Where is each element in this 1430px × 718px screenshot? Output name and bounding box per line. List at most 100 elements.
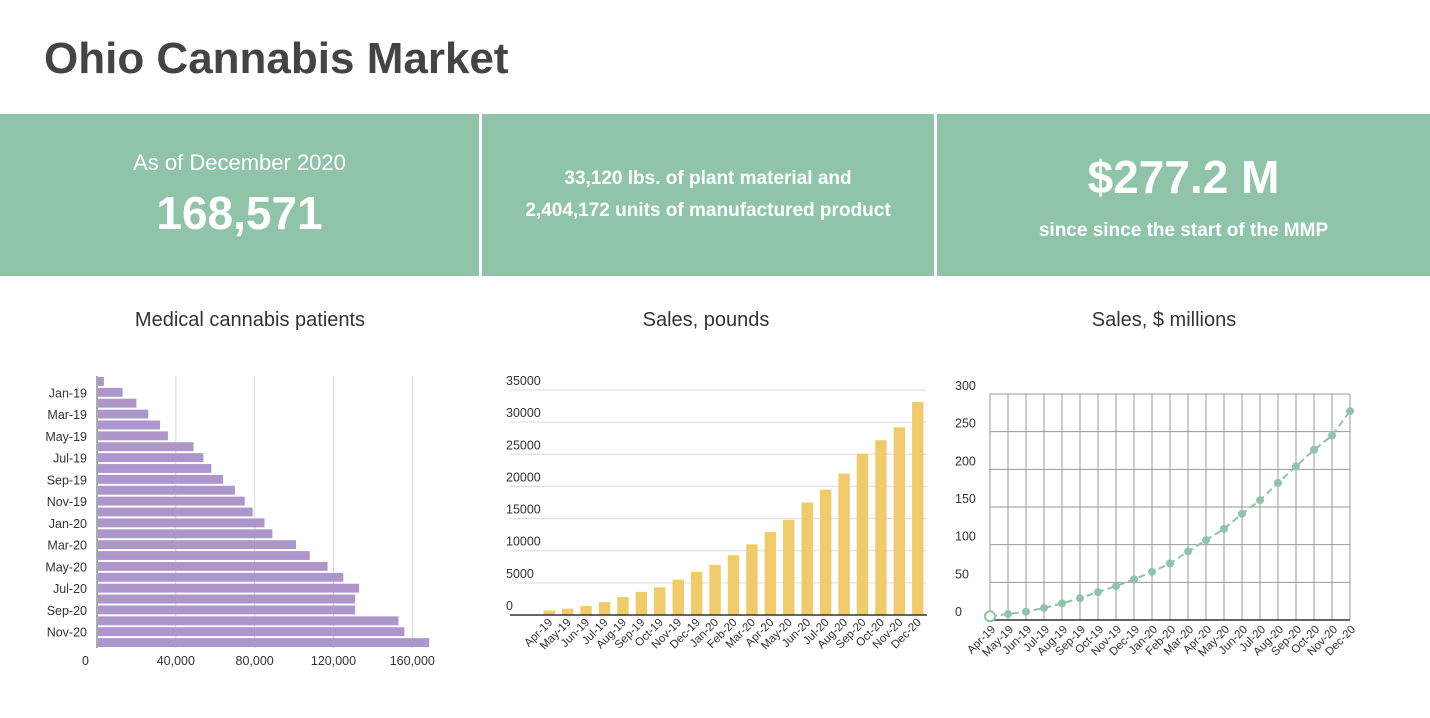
sales-point <box>1166 559 1174 568</box>
pounds-bar <box>801 502 813 615</box>
y-tick-label: 100 <box>955 530 976 544</box>
patients-bar <box>98 442 194 452</box>
patients-bar <box>98 464 212 473</box>
patients-bar <box>98 605 356 615</box>
patients-bar <box>98 485 235 495</box>
y-tick-label: 20000 <box>506 470 541 484</box>
patients-bar <box>98 507 253 517</box>
y-tick-label: 30000 <box>506 406 541 420</box>
y-tick-label: Nov-19 <box>47 495 87 509</box>
sales-point <box>1076 594 1084 603</box>
pounds-bar <box>543 610 555 615</box>
patients-date: As of December 2020 <box>133 150 346 175</box>
pounds-bar <box>838 473 850 615</box>
sales-point <box>1148 567 1156 576</box>
sales-point <box>1184 547 1192 556</box>
patients-bar <box>98 518 265 528</box>
y-tick-label: 150 <box>955 492 976 506</box>
y-tick-label: 5000 <box>506 567 534 581</box>
y-tick-label: Jul-20 <box>53 582 87 596</box>
patients-bar <box>98 398 137 408</box>
patients-bar <box>98 387 123 397</box>
y-tick-label: 25000 <box>506 438 541 452</box>
sales-point <box>1292 462 1300 471</box>
sales-point <box>1094 588 1102 597</box>
pounds-bar <box>561 608 574 615</box>
pounds-bar-chart: 05000100001500020000250003000035000Apr-1… <box>506 374 927 652</box>
patients-bar-chart: 0 40,000 80,000 120,000 160,000 Jan-19 Mar-19 M… <box>45 376 435 668</box>
patients-bar <box>98 496 245 506</box>
y-tick-label: 300 <box>955 379 976 393</box>
sales-point <box>1346 407 1354 416</box>
pounds-bar <box>783 519 795 615</box>
x-tick-label: 40,000 <box>157 654 195 668</box>
pounds-chart-title: Sales, pounds <box>642 309 770 331</box>
patients-stat-panel: As of December 2020 168,571 <box>0 114 479 276</box>
pounds-bar <box>893 427 906 615</box>
sales-point <box>1238 509 1246 518</box>
y-tick-label: 0 <box>955 605 962 619</box>
patients-bar <box>98 420 161 430</box>
patients-bar <box>98 540 297 550</box>
sales-point <box>1112 582 1120 591</box>
y-tick-label: 15000 <box>506 503 541 517</box>
y-tick-label: 250 <box>955 417 976 431</box>
product-line-2: 2,404,172 units of manufactured product <box>525 200 891 221</box>
y-tick-label: May-19 <box>45 430 87 444</box>
patients-bar <box>98 409 149 419</box>
y-tick-label: Mar-20 <box>47 539 87 553</box>
y-tick-label: 35000 <box>506 374 541 388</box>
y-tick-label: 200 <box>955 454 976 468</box>
sales-point <box>1202 536 1210 545</box>
sales-point <box>1040 603 1048 612</box>
pounds-bar <box>617 597 629 615</box>
pounds-bar <box>819 489 832 615</box>
patients-bar <box>98 594 356 604</box>
pounds-bar <box>709 564 721 615</box>
pounds-bar <box>875 440 887 615</box>
y-tick-label: Jan-19 <box>49 386 87 400</box>
pounds-bar <box>912 402 924 615</box>
sales-point <box>1274 478 1282 487</box>
x-tick-label: 0 <box>82 654 89 668</box>
patients-bar <box>98 529 273 539</box>
sales-point <box>1058 599 1066 608</box>
dollars-chart-title: Sales, $ millions <box>1091 309 1237 331</box>
sales-value: $277.2 M <box>1087 151 1280 203</box>
sales-point <box>1220 524 1228 533</box>
sales-point <box>1328 431 1336 440</box>
sales-point <box>1022 607 1030 616</box>
y-tick-label: Jan-20 <box>49 517 87 531</box>
pounds-bar <box>856 453 869 615</box>
patients-bar <box>98 377 104 386</box>
stats-band: As of December 2020 168,571 33,120 lbs. … <box>0 114 1430 276</box>
patients-value: 168,571 <box>156 187 323 239</box>
y-tick-label: 10000 <box>506 535 541 549</box>
x-tick-label: 120,000 <box>311 654 356 668</box>
patients-chart-title: Medical cannabis patients <box>134 309 366 331</box>
pounds-bar <box>764 532 777 615</box>
pounds-bar <box>746 544 758 615</box>
y-tick-label: Sep-20 <box>47 604 87 618</box>
pounds-bar <box>635 591 648 615</box>
patients-bar <box>98 551 310 560</box>
page-title: Ohio Cannabis Market <box>44 34 509 83</box>
y-tick-label: May-20 <box>45 560 87 574</box>
y-tick-label: Nov-20 <box>47 626 87 640</box>
y-tick-label: Mar-19 <box>47 408 87 422</box>
patients-bar <box>98 638 430 647</box>
pounds-bar <box>580 606 592 615</box>
patients-bar <box>98 583 360 593</box>
patients-bar <box>98 616 399 626</box>
patients-bar <box>98 561 328 571</box>
sales-point <box>1004 609 1012 618</box>
sales-point <box>1256 496 1264 505</box>
patients-bar <box>98 627 405 637</box>
patients-bar <box>98 431 168 441</box>
patients-bar <box>98 474 224 484</box>
y-tick-label: 50 <box>955 567 969 581</box>
y-tick-label: Jul-19 <box>53 452 87 466</box>
pounds-bar <box>598 602 611 615</box>
pounds-bar <box>690 571 703 615</box>
pounds-bar <box>654 587 666 615</box>
